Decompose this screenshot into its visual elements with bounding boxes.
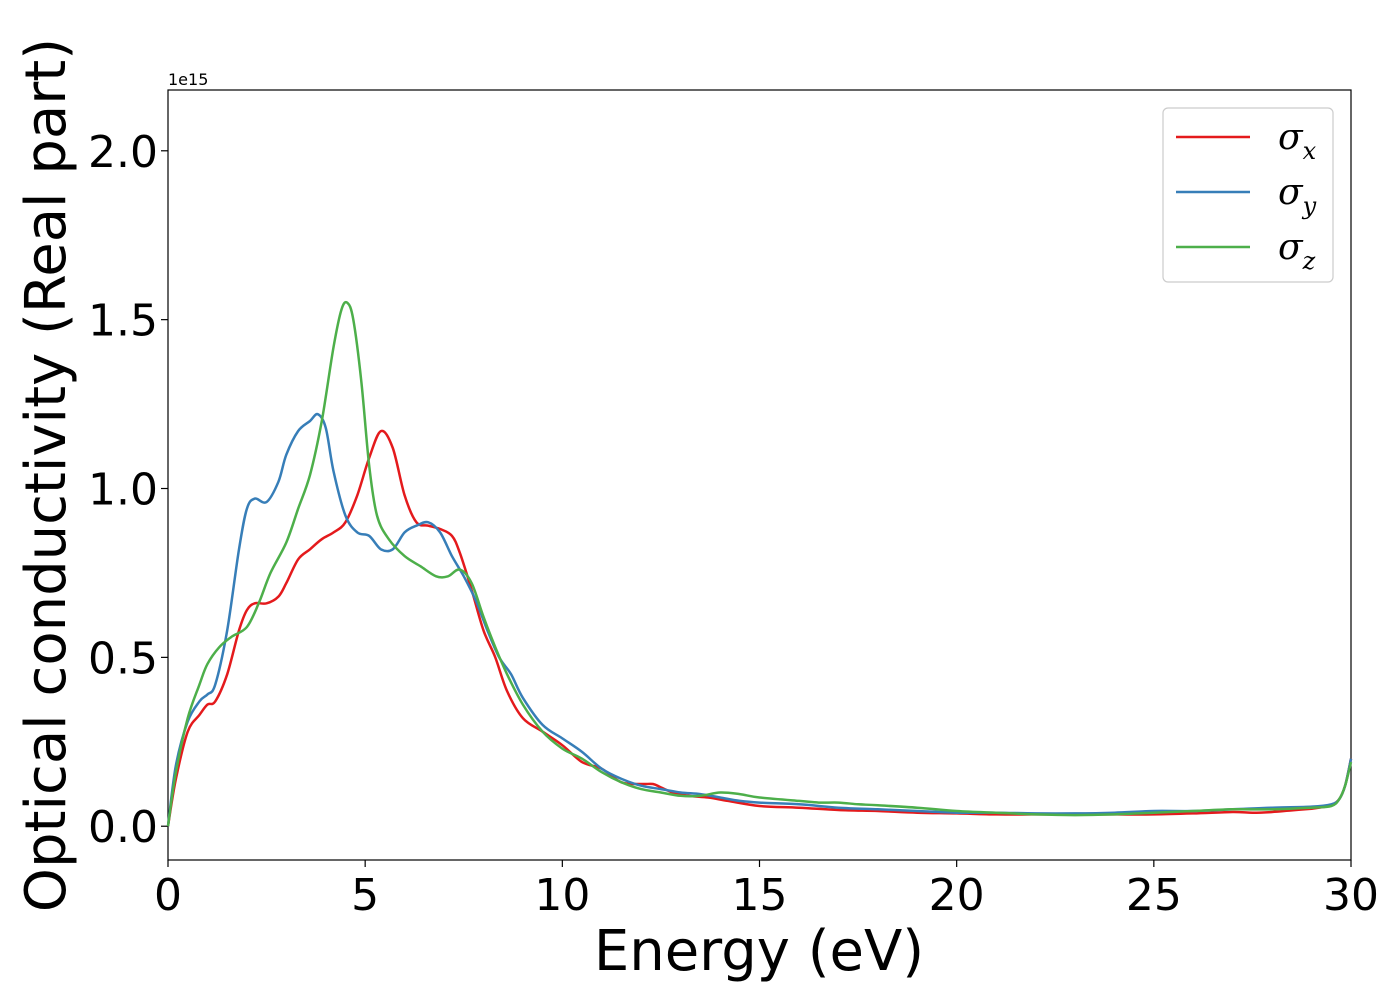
series-lines — [166, 300, 1353, 827]
x-tick-label: 5 — [351, 870, 379, 921]
legend-label-x: σx — [1278, 117, 1317, 165]
legend-symbol: σ — [1278, 117, 1304, 158]
legend-label-z: σz — [1278, 227, 1316, 275]
x-tick-label: 25 — [1126, 870, 1182, 921]
legend-box — [1162, 107, 1334, 283]
x-axis-ticks: 0 5 10 15 20 25 30 — [154, 860, 1379, 921]
legend-symbol: σ — [1278, 227, 1304, 268]
series-line-x — [166, 429, 1353, 827]
y-tick-label: 2.0 — [88, 127, 158, 178]
y-tick-label: 1.0 — [88, 465, 158, 516]
y-tick-label: 0.0 — [88, 802, 158, 853]
legend-subscript: z — [1302, 247, 1316, 275]
x-tick-label: 20 — [929, 870, 985, 921]
series-line-y — [166, 412, 1353, 827]
legend-symbol: σ — [1278, 172, 1304, 213]
y-axis-title: Optical conductivity (Real part) — [14, 38, 79, 912]
y-tick-label: 0.5 — [88, 633, 158, 684]
x-tick-label: 0 — [154, 870, 182, 921]
y-axis-ticks: 0.0 0.5 1.0 1.5 2.0 — [88, 127, 168, 853]
y-axis-offset-label: 1e15 — [168, 70, 208, 89]
x-axis-title: Energy (eV) — [594, 919, 924, 984]
legend-subscript: y — [1302, 192, 1317, 220]
series-line-z — [166, 300, 1353, 827]
x-tick-label: 10 — [534, 870, 590, 921]
legend-subscript: x — [1303, 137, 1317, 165]
y-tick-label: 1.5 — [88, 296, 158, 347]
x-tick-label: 15 — [732, 870, 788, 921]
legend-label-y: σy — [1278, 172, 1317, 220]
x-tick-label: 30 — [1323, 870, 1379, 921]
